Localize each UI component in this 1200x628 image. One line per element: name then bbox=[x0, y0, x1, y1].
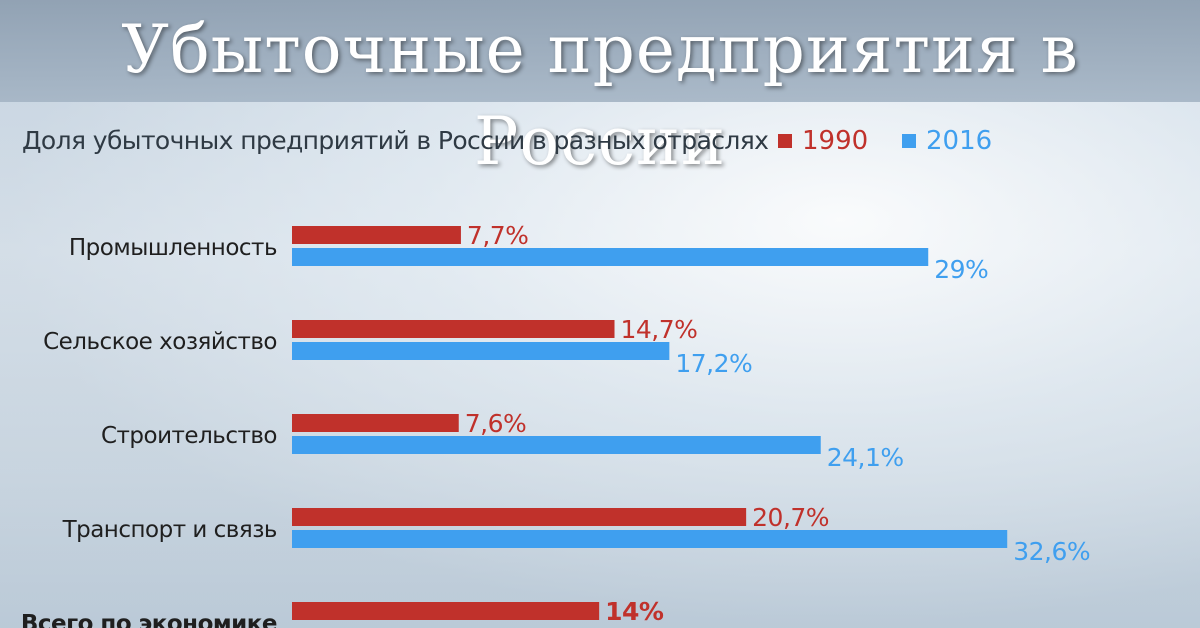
bar-1990 bbox=[292, 320, 615, 338]
legend-item-2016: 2016 bbox=[902, 126, 992, 156]
page-title: Убыточные предприятия в России bbox=[121, 11, 1079, 180]
title-band bbox=[0, 0, 1200, 102]
bar-2016 bbox=[292, 436, 821, 454]
bar-1990 bbox=[292, 602, 600, 620]
value-label-1990: 7,7% bbox=[467, 221, 529, 250]
category-label: Сельское хозяйство bbox=[43, 329, 277, 355]
category-label: Промышленность bbox=[69, 235, 277, 261]
category-label: Транспорт и связь bbox=[62, 517, 277, 543]
legend-swatch-1990 bbox=[778, 134, 792, 148]
bar-2016 bbox=[292, 248, 929, 266]
value-label-1990: 14,7% bbox=[621, 315, 698, 344]
value-label-2016: 24,1% bbox=[827, 443, 904, 472]
bar-1990 bbox=[292, 414, 459, 432]
legend-label-1990: 1990 bbox=[802, 126, 869, 156]
legend-item-1990: 1990 bbox=[778, 126, 868, 156]
value-label-2016: 32,6% bbox=[1013, 537, 1090, 566]
chart-subtitle: Доля убыточных предприятий в России в ра… bbox=[22, 126, 769, 155]
value-label-2016: 17,2% bbox=[675, 349, 752, 378]
value-label-1990: 20,7% bbox=[752, 503, 829, 532]
bar-2016 bbox=[292, 342, 670, 360]
legend-swatch-2016 bbox=[902, 134, 916, 148]
value-label-1990: 7,6% bbox=[465, 409, 527, 438]
bar-1990 bbox=[292, 508, 747, 526]
value-label-1990: 14% bbox=[605, 597, 664, 626]
bar-1990 bbox=[292, 226, 461, 244]
category-label: Строительство bbox=[101, 423, 277, 449]
value-label-2016: 29% bbox=[934, 255, 988, 284]
category-label: Всего по экономике bbox=[21, 611, 277, 628]
bar-2016 bbox=[292, 530, 1008, 548]
legend-label-2016: 2016 bbox=[926, 126, 993, 156]
